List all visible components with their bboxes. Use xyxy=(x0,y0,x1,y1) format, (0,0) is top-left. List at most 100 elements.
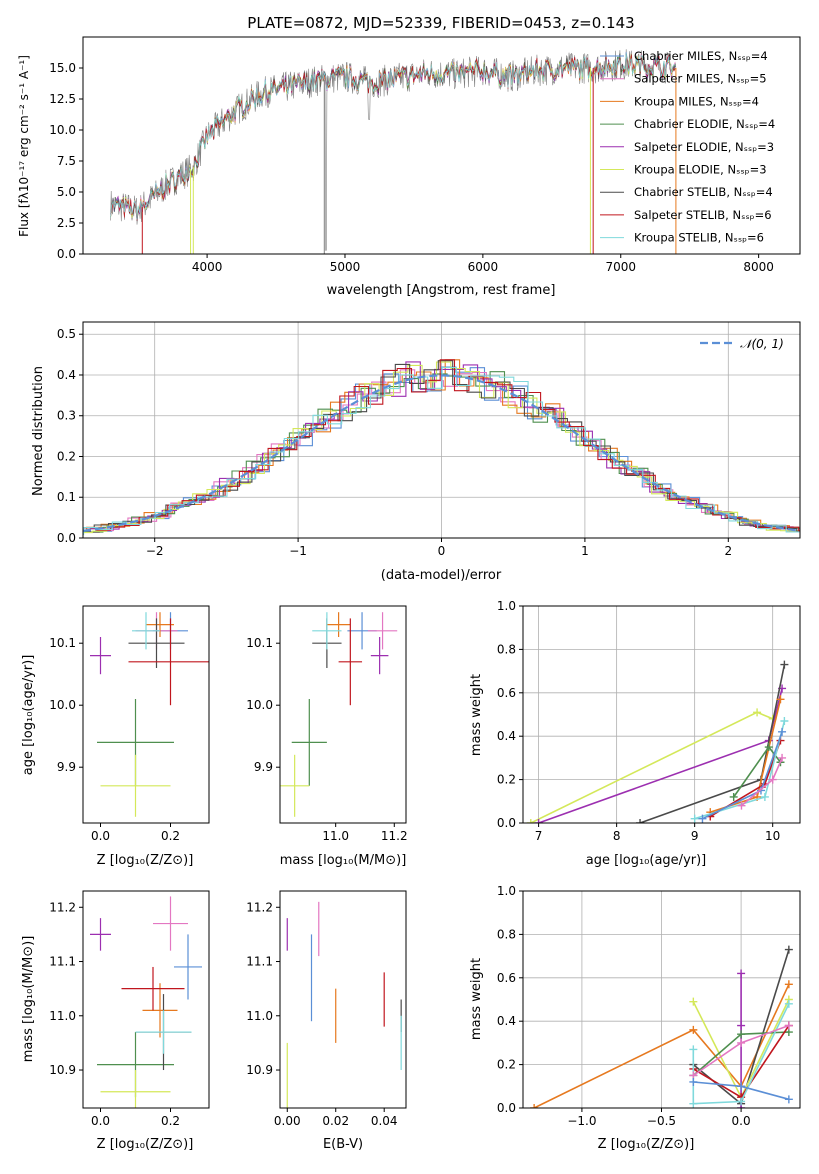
hist-xtick-label: 2 xyxy=(724,544,732,558)
mwAge-marker-kroupa_stelib xyxy=(690,814,699,823)
hist-step-chabrier_stelib xyxy=(83,360,800,532)
mwAge-marker-chabrier_miles xyxy=(756,786,765,795)
ageZ-ylabel: age [log₁₀(age/yr)] xyxy=(21,655,36,776)
mwZ-xlabel: Z [log₁₀(Z/Z⊙)] xyxy=(598,1137,695,1152)
spectrum-title: PLATE=0872, MJD=52339, FIBERID=0453, z=0… xyxy=(247,14,634,32)
mwZ-marker-kroupa_miles xyxy=(784,980,793,989)
hist-xtick-label: −2 xyxy=(146,544,164,558)
mwZ-marker-chabrier_miles xyxy=(689,1077,698,1086)
mwAge-marker-salpeter_miles xyxy=(737,801,746,810)
mass-vs-Z-panel: mass [log₁₀(M/M⊙)] Z [log₁₀(Z/Z⊙)] 0.0 0.… xyxy=(21,890,210,1152)
mwZ-ylabel: mass weight xyxy=(469,958,484,1040)
massZ-errorbars xyxy=(90,896,202,1108)
hist-ytick-label: 0.2 xyxy=(57,449,76,463)
spec-xtick-label: 6000 xyxy=(468,260,499,274)
mwZ-marker-salpeter_miles xyxy=(737,1038,746,1047)
ageM-xlabel: mass [log₁₀(M/M⊙)] xyxy=(280,853,407,868)
massEbv-ytick-label: 10.9 xyxy=(246,1063,273,1077)
massZ-ytick-label: 11.0 xyxy=(49,1009,76,1023)
mwZ-xtick-label: 0.0 xyxy=(732,1114,751,1128)
massZ-xtick-label: 0.2 xyxy=(161,1114,180,1128)
mwAge-marker-kroupa_elodie xyxy=(526,819,535,823)
mwZ-ytick-label: 0.6 xyxy=(497,971,516,985)
mwAge-frame xyxy=(522,605,801,824)
mwZ-marker-kroupa_stelib xyxy=(689,1099,698,1108)
massEbv-xtick-label: 0.02 xyxy=(322,1114,349,1128)
massEbv-frame xyxy=(279,890,407,1109)
spec-xtick-label: 4000 xyxy=(192,260,223,274)
spec-ytick-label: 5.0 xyxy=(57,185,76,199)
age-vs-mass-panel: mass [log₁₀(M/M⊙)] 11.0 11.2 9.9 10.0 10.1 xyxy=(246,605,408,868)
mwAge-marker-kroupa_stelib xyxy=(760,792,769,801)
ageM-ytick-label: 10.1 xyxy=(246,636,273,650)
massEbv-ytick-label: 11.0 xyxy=(246,1009,273,1023)
mwZ-marker-salpeter_elodie xyxy=(737,969,746,978)
massEbv-ytick-label: 11.2 xyxy=(246,900,273,914)
mwZ-marker-kroupa_miles xyxy=(689,1025,698,1034)
spec-xtick-label: 7000 xyxy=(605,260,636,274)
residual-histogram-panel: Normed distribution (data-model)/error −… xyxy=(31,321,801,583)
mwZ-marker-kroupa_stelib xyxy=(784,999,793,1008)
spec-frame xyxy=(82,36,801,255)
mwAge-marker-kroupa_elodie xyxy=(753,708,762,717)
massZ-ytick-label: 11.1 xyxy=(49,955,76,969)
spectrum-ylabel: Flux [fλ10⁻¹⁷ erg cm⁻² s⁻¹ A⁻¹] xyxy=(17,55,31,237)
mass-vs-ebv-panel: E(B-V) 0.00 0.02 0.04 10.9 11.0 11.1 11.2 xyxy=(246,890,407,1152)
mwZ-xtick-label: −1.0 xyxy=(567,1114,596,1128)
hist-step-salpeter_elodie xyxy=(83,361,800,532)
mwZ-marker-chabrier_stelib xyxy=(784,945,793,954)
mwZ-marker-kroupa_elodie xyxy=(689,997,698,1006)
hist-ytick-label: 0.5 xyxy=(57,327,76,341)
hist-xlabel: (data-model)/error xyxy=(381,568,502,583)
legend-entry-salpeter_miles: Salpeter MILES, Nₛₛₚ=5 xyxy=(634,72,767,86)
mwAge-marker-chabrier_stelib xyxy=(780,660,789,669)
spec-ytick-label: 0.0 xyxy=(57,247,76,261)
ageZ-xtick-label: 0.0 xyxy=(91,829,110,843)
mwAge-marker-chabrier_elodie xyxy=(764,743,773,752)
mwAge-ytick-label: 0.0 xyxy=(497,816,516,830)
hist-ylabel: Normed distribution xyxy=(31,366,46,496)
mwAge-marker-kroupa_stelib xyxy=(780,717,789,726)
mwAge-ytick-label: 0.6 xyxy=(497,686,516,700)
legend-entry-salpeter_stelib: Salpeter STELIB, Nₛₛₚ=6 xyxy=(634,208,772,222)
spec-xtick-label: 5000 xyxy=(330,260,361,274)
mwAge-ylabel: mass weight xyxy=(469,674,484,756)
massZ-ytick-label: 11.2 xyxy=(49,900,76,914)
mwZ-ytick-label: 0.4 xyxy=(497,1014,516,1028)
hist-steps xyxy=(83,359,800,536)
massweight-vs-age-panel: mass weight age [log₁₀(age/yr)] 7 8 9 10 0.0… xyxy=(469,599,801,868)
normal-curve xyxy=(83,374,800,532)
hist-step-kroupa_elodie xyxy=(83,361,800,534)
mwAge-marker-chabrier_stelib xyxy=(636,819,645,823)
spectrum-lines xyxy=(110,49,677,254)
hist-ytick-label: 0.4 xyxy=(57,368,76,382)
spectrum-xlabel: wavelength [Angstrom, rest frame] xyxy=(327,283,556,298)
mwAge-ytick-label: 1.0 xyxy=(497,599,516,613)
mwAge-xtick-label: 10 xyxy=(765,829,780,843)
massEbv-xtick-label: 0.00 xyxy=(274,1114,301,1128)
mwAge-lines xyxy=(526,660,789,823)
mwZ-marker-kroupa_miles xyxy=(530,1104,539,1108)
mwAge-xtick-label: 9 xyxy=(691,829,699,843)
mwZ-lines xyxy=(530,945,793,1108)
mwAge-marker-chabrier_miles xyxy=(778,727,787,736)
mwZ-ytick-label: 0.2 xyxy=(497,1058,516,1072)
mwAge-xtick-label: 7 xyxy=(535,829,543,843)
mwAge-ytick-label: 0.2 xyxy=(497,773,516,787)
massEbv-errorbars xyxy=(286,901,402,1108)
mwZ-line-kroupa_miles xyxy=(533,983,790,1108)
mwZ-marker-kroupa_stelib xyxy=(689,1045,698,1054)
mwZ-marker-kroupa_stelib xyxy=(737,1097,746,1106)
ageZ-errorbars xyxy=(90,612,209,817)
legend-entry-kroupa_stelib: Kroupa STELIB, Nₛₛₚ=6 xyxy=(634,231,764,245)
mwAge-marker-salpeter_miles xyxy=(768,775,777,784)
ageZ-ytick-label: 10.1 xyxy=(49,636,76,650)
hist-xtick-label: 1 xyxy=(581,544,589,558)
spectrum-panel: PLATE=0872, MJD=52339, FIBERID=0453, z=0… xyxy=(17,14,801,298)
hist-frame xyxy=(82,321,801,539)
mwAge-xtick-label: 8 xyxy=(613,829,621,843)
spec-ytick-label: 7.5 xyxy=(57,154,76,168)
ageM-frame xyxy=(279,605,407,824)
mwAge-marker-salpeter_elodie xyxy=(534,819,543,823)
